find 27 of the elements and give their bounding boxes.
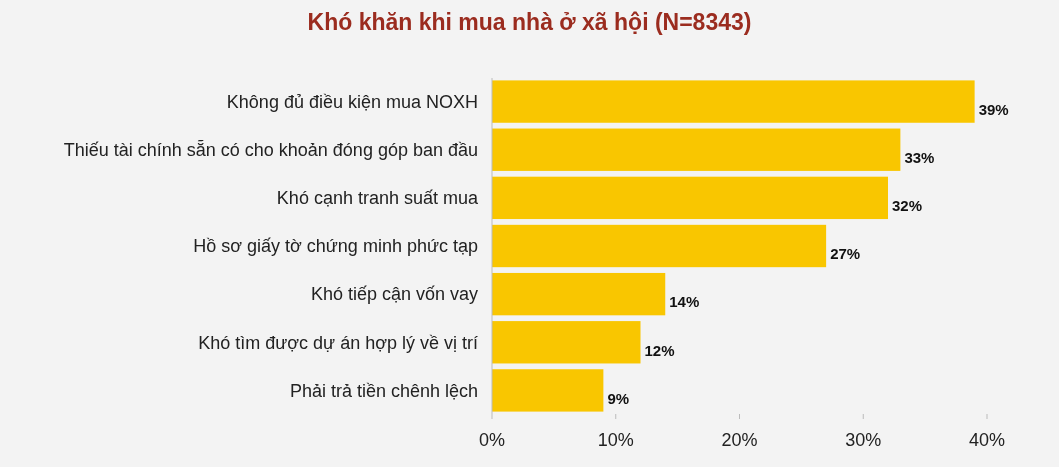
data-label: 39% [978, 100, 1009, 118]
x-tick-label: 20% [721, 430, 758, 450]
data-label: 9% [607, 389, 630, 407]
chart-title: Khó khăn khi mua nhà ở xã hội (N=8343) [307, 9, 752, 35]
x-tick-label: 30% [845, 430, 882, 450]
y-tick-label: Phải trả tiền chênh lệch [289, 380, 478, 401]
y-tick-label: Hồ sơ giấy tờ chứng minh phức tạp [193, 236, 478, 257]
bar [492, 128, 901, 171]
data-label: 33% [904, 148, 935, 166]
bar [492, 369, 604, 412]
y-tick-label: Khó cạnh tranh suất mua [276, 188, 479, 209]
bar [492, 272, 666, 316]
y-tick-label: Thiếu tài chính sẵn có cho khoản đóng góp ban đầu [63, 140, 478, 161]
x-tick-label: 0% [478, 430, 506, 450]
bar [492, 80, 975, 123]
y-tick-label: Khó tìm được dự án hợp lý về vị trí [198, 332, 478, 353]
bar [492, 224, 827, 268]
x-tick-label: 40% [968, 430, 1006, 450]
y-tick-label: Không đủ điều kiện mua NOXH [226, 91, 478, 112]
y-tick-label: Khó tiếp cận vốn vay [310, 284, 478, 305]
x-tick-label: 10% [597, 430, 634, 450]
data-label: 12% [644, 341, 675, 359]
data-label: 32% [892, 197, 923, 215]
data-label: 27% [830, 245, 861, 263]
data-label: 14% [669, 293, 700, 311]
bar [492, 176, 888, 220]
bar [492, 321, 641, 364]
